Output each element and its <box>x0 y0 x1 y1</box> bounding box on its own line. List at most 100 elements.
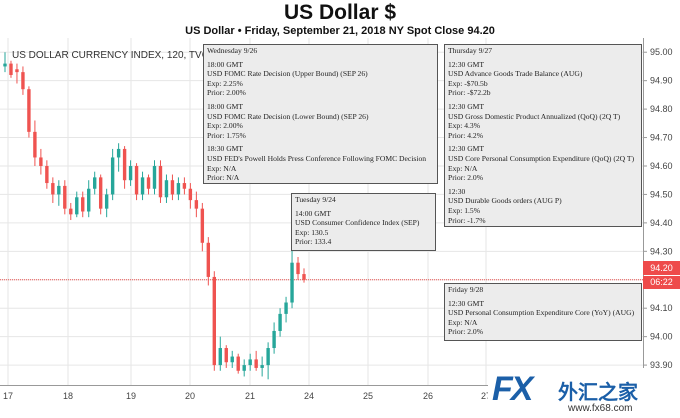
candle-body <box>146 177 151 189</box>
candle-body <box>128 165 133 181</box>
event-time: 18:30 GMT <box>207 144 244 154</box>
event-expected: Exp: 2.00% <box>207 121 243 131</box>
event-box-friday: Friday 9/28 12:30 GMT USD Personal Consu… <box>444 283 642 341</box>
candle-body <box>224 348 228 363</box>
event-title: USD Consumer Confidence Index (SEP) <box>295 218 420 228</box>
candle-body <box>158 165 163 198</box>
candle-body <box>170 180 175 195</box>
candle-body <box>200 208 205 243</box>
y-tick-label: 94.80 <box>650 104 673 114</box>
event-expected: Exp: N/A <box>448 317 478 327</box>
chart-symbol-label: US DOLLAR CURRENCY INDEX, 120, TVC <box>12 50 209 61</box>
event-item: 12:30 USD Durable Goods orders (AUG P) E… <box>448 187 638 225</box>
candle-body <box>140 177 145 195</box>
event-title: USD FOMC Rate Decision (Lower Bound) (SE… <box>207 111 369 121</box>
candle-body <box>182 183 187 189</box>
candle-body <box>242 365 246 371</box>
bar-countdown-tag: 06:22 <box>643 276 680 289</box>
candle-body <box>194 200 199 209</box>
header-bar: US Dollar $ US Dollar • Friday, Septembe… <box>0 0 680 38</box>
candle-body <box>33 131 37 158</box>
event-item: 12:30 GMT USD Advance Goods Trade Balanc… <box>448 60 638 98</box>
event-time: 14:00 GMT <box>295 208 332 218</box>
candle-body <box>164 180 169 198</box>
candle-body <box>93 177 97 189</box>
y-tick-label: 94.10 <box>650 303 673 313</box>
event-time: 18:00 GMT <box>207 101 244 111</box>
event-time: 18:00 GMT <box>207 59 244 69</box>
y-tick-label: 94.50 <box>650 189 673 199</box>
event-expected: Exp: -$70.5b <box>448 78 488 88</box>
y-tick-label: 94.70 <box>650 133 673 143</box>
candle-body <box>266 348 270 366</box>
logo-fx-mark: FX <box>492 370 533 408</box>
x-tick-label: 19 <box>126 391 136 401</box>
event-item: 18:00 GMT USD FOMC Rate Decision (Lower … <box>207 102 434 140</box>
event-box-wednesday: Wednesday 9/26 18:00 GMT USD FOMC Rate D… <box>203 44 438 184</box>
candle-body <box>15 69 19 73</box>
candle-body <box>39 157 43 166</box>
y-tick-label: 94.30 <box>650 246 673 256</box>
y-tick-label: 94.00 <box>650 332 673 342</box>
event-prior: Prior: 133.4 <box>295 237 332 247</box>
x-tick-label: 20 <box>185 391 195 401</box>
event-expected: Exp: 130.5 <box>295 227 329 237</box>
event-prior: Prior: 4.2% <box>448 130 484 140</box>
event-expected: Exp: N/A <box>448 163 478 173</box>
candle-body <box>81 197 85 212</box>
candle-body <box>152 165 157 189</box>
event-header: Tuesday 9/24 <box>295 195 336 204</box>
candle-body <box>51 183 55 195</box>
event-title: USD FED's Powell Holds Press Conference … <box>207 153 427 163</box>
candle-body <box>254 359 258 368</box>
chart-area[interactable]: 95.00 94.90 94.80 94.70 94.60 94.50 94.40 94.30… <box>0 38 680 418</box>
x-tick-label: 24 <box>304 391 314 401</box>
x-tick-label: 27 <box>481 391 491 401</box>
candle-body <box>230 356 234 363</box>
candle-body <box>75 197 79 215</box>
candle-body <box>134 165 139 195</box>
x-tick-label: 21 <box>245 391 255 401</box>
event-expected: Exp: 2.25% <box>207 78 243 88</box>
event-title: USD Personal Consumption Expenditure Cor… <box>448 308 635 318</box>
watermark-logo: FX 外汇之家 www.fx68.com <box>488 368 680 418</box>
candle-body <box>302 274 306 280</box>
candle-body <box>63 185 67 209</box>
candle-body <box>104 194 109 209</box>
candle-body <box>3 63 7 67</box>
x-tick-label: 26 <box>423 391 433 401</box>
event-item: 12:30 GMT USD Core Personal Consumption … <box>448 144 638 182</box>
candle-body <box>260 365 264 368</box>
event-time: 12:30 GMT <box>448 144 485 154</box>
page-title: US Dollar $ <box>283 1 397 24</box>
candle-body <box>188 188 193 201</box>
event-time: 12:30 GMT <box>448 101 485 111</box>
event-item: 12:30 GMT USD Personal Consumption Expen… <box>448 299 638 337</box>
candle-body <box>116 148 121 158</box>
event-item: 14:00 GMT USD Consumer Confidence Index … <box>295 209 432 247</box>
page-subtitle: US Dollar • Friday, September 21, 2018 N… <box>185 25 495 37</box>
logo-cn-text: 外汇之家 <box>558 380 638 404</box>
last-price-tag: 94.20 <box>643 261 680 275</box>
candle-body <box>218 348 222 366</box>
event-title: USD FOMC Rate Decision (Upper Bound) (SE… <box>207 69 368 79</box>
candle-body <box>290 262 294 303</box>
event-prior: Prior: -1.7% <box>448 215 486 225</box>
logo-url: www.fx68.com <box>568 403 633 414</box>
event-header: Wednesday 9/26 <box>207 46 258 55</box>
y-tick-label: 95.00 <box>650 47 673 57</box>
candle-body <box>110 157 115 195</box>
event-expected: Exp: N/A <box>207 163 237 173</box>
candle-body <box>176 183 181 195</box>
event-box-tuesday: Tuesday 9/24 14:00 GMT USD Consumer Conf… <box>291 193 436 251</box>
x-tick-label: 25 <box>363 391 373 401</box>
event-prior: Prior: N/A <box>207 173 240 183</box>
event-prior: Prior: -$72.2b <box>448 88 491 98</box>
event-item: 12:30 GMT USD Gross Domestic Product Ann… <box>448 102 638 140</box>
y-tick-label: 94.40 <box>650 218 673 228</box>
candle-body <box>27 89 31 132</box>
event-title: USD Durable Goods orders (AUG P) <box>448 196 562 206</box>
event-prior: Prior: 2.0% <box>448 173 484 183</box>
event-title: USD Core Personal Consumption Expenditur… <box>448 153 635 163</box>
event-title: USD Advance Goods Trade Balance (AUG) <box>448 69 583 79</box>
